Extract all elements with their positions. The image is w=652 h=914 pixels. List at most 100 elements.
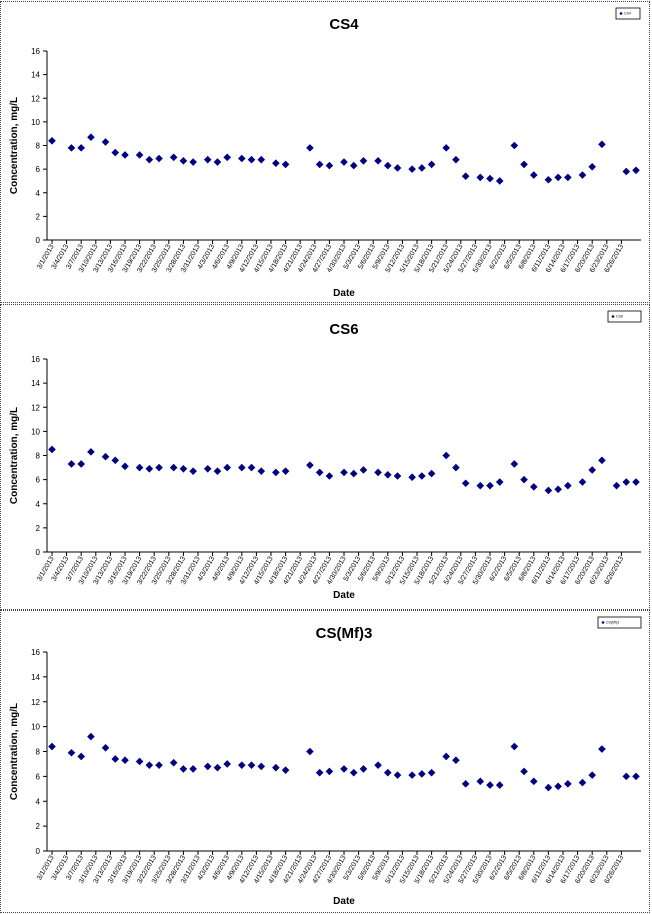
data-point — [359, 466, 368, 474]
data-point — [452, 463, 460, 472]
legend-box — [597, 616, 642, 629]
data-point — [530, 483, 538, 491]
data-point — [598, 745, 606, 753]
data-point — [442, 752, 450, 761]
chart-cs4: CS4CS402468101214163/1/20133/4/20133/7/2… — [9, 7, 641, 299]
data-point — [306, 747, 314, 756]
data-point — [598, 140, 606, 149]
data-point — [495, 478, 504, 486]
data-point — [393, 164, 402, 172]
data-point — [578, 778, 587, 787]
data-point — [247, 761, 256, 769]
data-point — [393, 771, 402, 779]
data-point — [87, 448, 95, 456]
data-point — [169, 463, 178, 472]
y-tick-label: 4 — [36, 500, 41, 509]
data-point — [306, 461, 314, 469]
data-point — [510, 141, 519, 150]
data-point — [223, 463, 231, 472]
y-tick-label: 2 — [36, 524, 41, 533]
data-point — [427, 469, 436, 478]
legend-marker — [611, 314, 615, 319]
data-point — [622, 772, 631, 781]
data-point — [408, 473, 416, 482]
legend-entry: CS4 — [624, 12, 631, 16]
data-point — [121, 151, 129, 159]
data-point — [213, 467, 222, 475]
y-axis-title: Concentration, mg/L — [9, 407, 20, 504]
y-tick-label: 6 — [36, 772, 41, 781]
y-tick-label: 8 — [36, 452, 41, 461]
data-point — [349, 768, 358, 777]
data-point — [384, 161, 392, 170]
data-point — [101, 452, 110, 461]
data-point — [67, 460, 76, 468]
data-point — [418, 770, 426, 778]
y-tick-label: 14 — [31, 379, 40, 388]
data-point — [452, 756, 460, 765]
data-point — [272, 159, 280, 168]
data-point — [544, 486, 553, 495]
data-point — [121, 756, 129, 765]
data-point — [203, 762, 212, 771]
y-tick-label: 16 — [31, 355, 40, 364]
y-tick-label: 8 — [36, 142, 41, 151]
data-point — [325, 161, 334, 170]
data-point — [340, 158, 348, 166]
y-tick-label: 8 — [36, 748, 41, 757]
y-axis-title: Concentration, mg/L — [9, 97, 20, 194]
data-point — [272, 763, 280, 772]
data-point — [495, 177, 504, 185]
data-point — [281, 766, 290, 774]
y-tick-label: 2 — [36, 212, 41, 221]
data-point — [223, 760, 231, 768]
data-point — [257, 762, 266, 771]
data-point — [418, 164, 426, 172]
data-point — [544, 783, 553, 792]
legend: CS(Mf)3 — [597, 616, 642, 629]
data-point — [349, 161, 358, 170]
data-point — [213, 763, 222, 772]
data-point — [510, 742, 519, 751]
data-point — [121, 462, 129, 471]
y-tick-label: 0 — [36, 548, 41, 557]
y-axis-title: Concentration, mg/L — [9, 703, 20, 800]
legend-box — [615, 7, 641, 20]
data-point — [87, 133, 95, 142]
data-point — [578, 171, 587, 179]
y-tick-label: 12 — [31, 403, 40, 412]
data-point — [67, 144, 76, 152]
data-point — [155, 761, 163, 769]
data-point — [461, 479, 470, 488]
data-point — [452, 155, 460, 164]
data-point — [179, 765, 188, 773]
data-point — [340, 468, 348, 477]
data-point — [169, 153, 178, 162]
data-point — [564, 481, 572, 490]
legend-marker — [619, 11, 623, 16]
legend-entry: CS(Mf)3 — [606, 621, 619, 625]
data-point — [476, 481, 485, 490]
data-point — [393, 472, 402, 480]
data-point — [359, 157, 368, 165]
data-point — [213, 158, 222, 166]
data-point — [111, 755, 120, 763]
data-point — [418, 472, 426, 480]
data-point — [374, 468, 382, 477]
x-axis-title: Date — [333, 896, 355, 907]
legend-marker — [601, 620, 605, 625]
data-point — [135, 463, 144, 472]
data-point — [203, 155, 212, 164]
y-tick-label: 4 — [36, 797, 41, 806]
data-point — [486, 481, 494, 490]
data-point — [111, 148, 120, 157]
chart-title: CS6 — [329, 321, 358, 338]
y-tick-label: 10 — [31, 723, 40, 732]
data-point — [135, 151, 144, 159]
x-axis-title: Date — [333, 288, 355, 299]
data-point — [223, 153, 231, 162]
y-tick-label: 4 — [36, 189, 41, 198]
data-point — [588, 771, 596, 779]
data-point — [612, 481, 621, 490]
data-point — [135, 757, 144, 766]
